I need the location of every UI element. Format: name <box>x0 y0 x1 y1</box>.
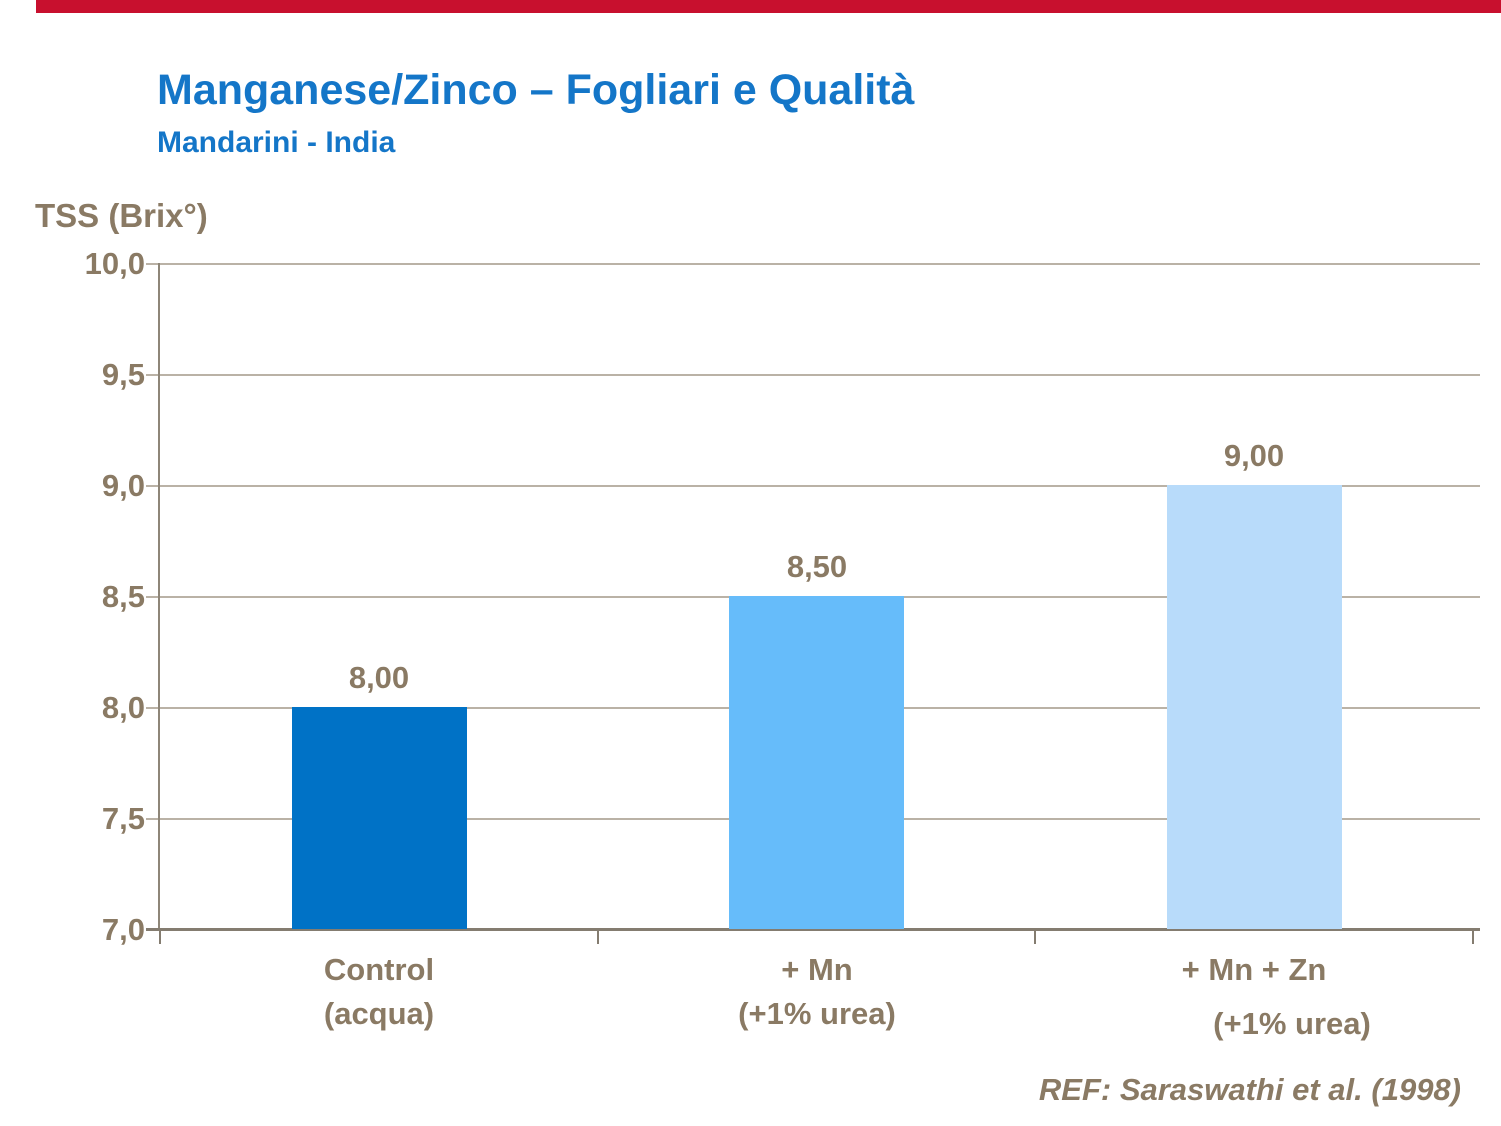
y-tick-label: 7,0 <box>101 912 145 947</box>
bar <box>292 707 467 929</box>
x-tick <box>597 931 599 944</box>
y-tick-label: 9,5 <box>101 357 145 392</box>
bar-value-label: 9,00 <box>1223 438 1285 473</box>
y-tick-label: 9,0 <box>101 468 145 503</box>
gridline <box>146 374 1480 376</box>
bar-value-label: 8,00 <box>348 660 410 695</box>
title-block: Manganese/Zinco – Fogliari e Qualità Man… <box>157 66 914 160</box>
y-axis-title: TSS (Brix°) <box>35 197 208 234</box>
bar <box>1167 485 1342 929</box>
y-tick-label: 7,5 <box>101 801 145 836</box>
y-tick-label: 8,5 <box>101 579 145 614</box>
reference-citation: REF: Saraswathi et al. (1998) <box>1038 1072 1461 1107</box>
slide-title: Manganese/Zinco – Fogliari e Qualità <box>157 66 915 114</box>
bar-value-label: 8,50 <box>786 549 848 584</box>
category-label: + Mn + Zn (+1% urea) <box>1035 948 1473 1041</box>
x-axis-line <box>146 928 1480 931</box>
y-tick-label: 10,0 <box>84 246 145 281</box>
category-label: + Mn (+1% urea) <box>598 948 1036 1036</box>
category-label-line: (+1% urea) <box>738 996 896 1031</box>
y-axis-line <box>158 263 160 929</box>
x-tick <box>159 931 161 944</box>
category-label-line: + Mn <box>781 952 853 987</box>
bar <box>729 596 904 929</box>
category-label-line: (acqua) <box>323 996 435 1031</box>
gridline <box>146 485 1480 487</box>
x-tick <box>1034 931 1036 944</box>
slide-subtitle: Mandarini - India <box>157 126 396 159</box>
category-label-line: Control <box>323 952 435 987</box>
category-label-line: (+1% urea) <box>1213 1006 1371 1041</box>
y-tick-label: 8,0 <box>101 690 145 725</box>
top-accent-bar <box>36 0 1501 13</box>
category-label-line: + Mn + Zn <box>1181 952 1327 987</box>
x-tick <box>1472 931 1474 944</box>
category-label: Control (acqua) <box>160 948 598 1036</box>
gridline <box>146 263 1480 265</box>
